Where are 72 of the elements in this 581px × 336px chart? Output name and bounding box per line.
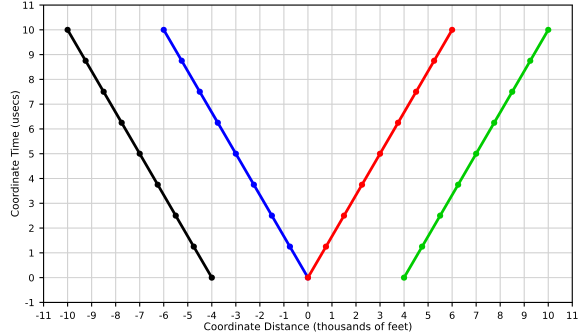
x-tick-label: 0 xyxy=(305,312,310,319)
point xyxy=(436,212,444,219)
point xyxy=(232,150,239,157)
point xyxy=(412,88,420,95)
point xyxy=(268,212,276,219)
x-tick-label: -8 xyxy=(111,312,120,319)
x-tick-label: 7 xyxy=(474,312,478,319)
point xyxy=(196,88,203,95)
point xyxy=(455,182,462,188)
x-tick-label: -1 xyxy=(280,312,288,319)
y-tick-label: 0 xyxy=(29,274,34,282)
y-tick-label: 6 xyxy=(29,125,34,133)
point xyxy=(250,182,257,188)
x-tick-label: 5 xyxy=(426,312,430,319)
x-tick-label: -10 xyxy=(60,312,75,319)
y-tick-label: 3 xyxy=(29,200,34,208)
point xyxy=(322,244,330,250)
x-tick-label: 8 xyxy=(498,312,503,319)
y-tick-label: 8 xyxy=(29,76,34,84)
y-tick-label: 10 xyxy=(23,26,34,34)
point xyxy=(430,58,438,64)
x-tick-label: 9 xyxy=(522,312,527,319)
y-tick-label: 7 xyxy=(29,100,34,108)
x-tick-label: -7 xyxy=(135,312,144,319)
x-tick-label: 6 xyxy=(450,312,455,319)
point xyxy=(449,26,456,33)
y-tick-label: 5 xyxy=(29,150,34,158)
point xyxy=(376,150,384,157)
x-tick-label: 1 xyxy=(330,312,334,319)
y-tick-label: 1 xyxy=(29,249,34,257)
point xyxy=(491,120,498,126)
point xyxy=(160,26,167,33)
point xyxy=(527,58,534,64)
y-tick-label: 11 xyxy=(23,2,34,9)
point xyxy=(214,120,221,126)
x-tick-label: -4 xyxy=(207,312,216,319)
y-tick-label: 4 xyxy=(28,175,34,182)
x-tick-label: 3 xyxy=(378,312,382,319)
point xyxy=(340,212,348,219)
point xyxy=(208,274,215,281)
point xyxy=(358,182,366,188)
y-tick-label: 9 xyxy=(28,51,34,58)
x-tick-label: -3 xyxy=(231,312,240,319)
y-tick-label: -1 xyxy=(25,299,34,306)
x-axis-title: Coordinate Distance (thousands of feet) xyxy=(204,322,412,332)
point xyxy=(400,274,408,281)
point xyxy=(286,244,294,250)
point xyxy=(178,58,185,64)
point xyxy=(100,88,107,95)
point xyxy=(136,150,143,157)
x-tick-label: -5 xyxy=(183,312,192,319)
point xyxy=(473,150,480,157)
x-tick-label: -2 xyxy=(255,312,264,319)
point xyxy=(509,88,516,95)
point xyxy=(154,182,161,188)
point xyxy=(172,212,179,219)
x-tick-label: -6 xyxy=(159,312,168,319)
x-tick-label: 10 xyxy=(543,312,554,319)
point xyxy=(394,120,402,126)
x-tick-label: -9 xyxy=(87,312,96,319)
point xyxy=(64,26,71,33)
point xyxy=(418,244,426,250)
point xyxy=(118,120,125,126)
y-axis-title: Coordinate Time (usecs) xyxy=(10,91,20,217)
x-tick-label: 4 xyxy=(401,312,407,319)
y-tick-label: 2 xyxy=(29,224,34,232)
point xyxy=(190,244,197,250)
x-tick-label: -11 xyxy=(36,312,51,319)
x-tick-label: 11 xyxy=(567,312,578,319)
x-tick-label: 2 xyxy=(354,312,358,319)
point xyxy=(82,58,89,64)
point xyxy=(545,26,552,33)
